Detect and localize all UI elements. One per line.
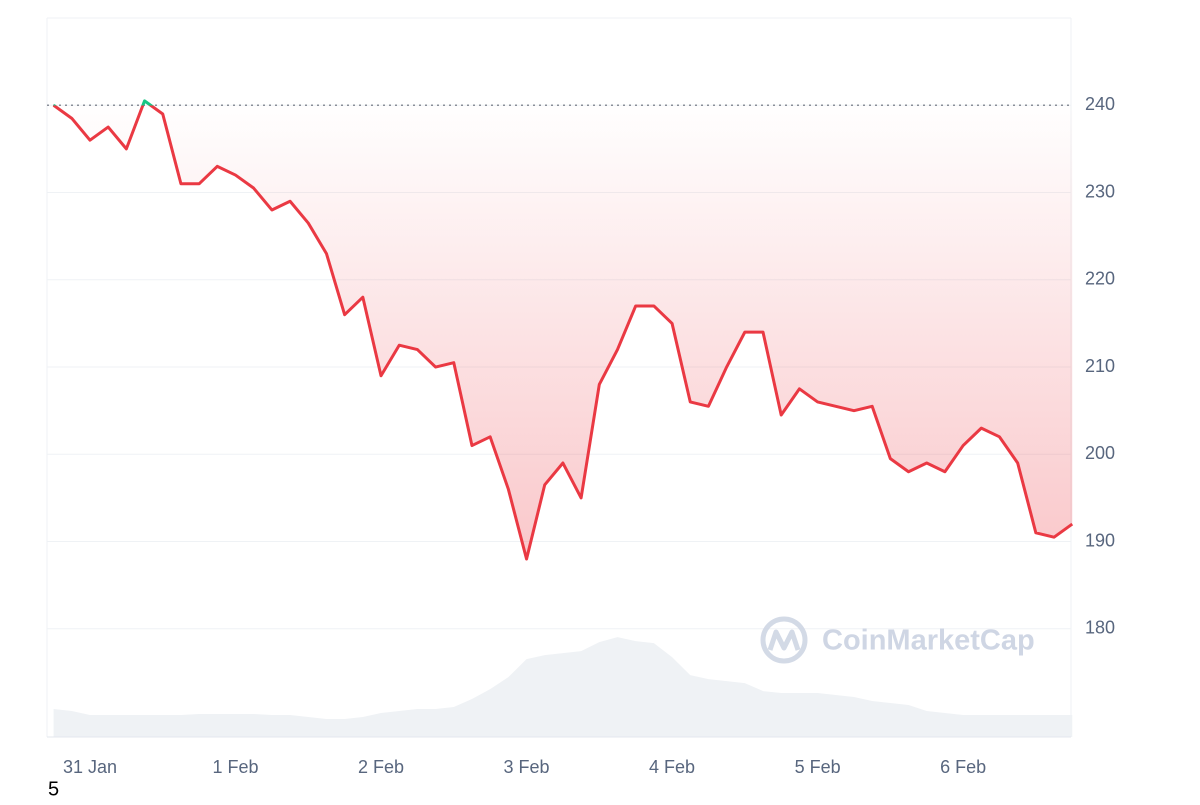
price-area <box>53 100 1073 559</box>
y-tick-label: 190 <box>1085 530 1115 550</box>
price-layer <box>47 99 1074 561</box>
watermark-logo <box>760 616 808 664</box>
footer-text: 5 <box>48 778 59 800</box>
x-tick-label: 31 Jan <box>63 757 117 777</box>
y-tick-label: 240 <box>1085 94 1115 114</box>
y-tick-label: 210 <box>1085 356 1115 376</box>
y-tick-label: 180 <box>1085 618 1115 638</box>
watermark: CoinMarketCap <box>822 625 1035 657</box>
y-tick-label: 230 <box>1085 181 1115 201</box>
volume-area <box>53 637 1073 737</box>
x-tick-label: 4 Feb <box>649 757 695 777</box>
x-tick-label: 6 Feb <box>940 757 986 777</box>
x-tick-label: 2 Feb <box>358 757 404 777</box>
price-line <box>52 99 1074 561</box>
y-tick-label: 200 <box>1085 443 1115 463</box>
x-tick-label: 1 Feb <box>212 757 258 777</box>
x-tick-label: 5 Feb <box>795 757 841 777</box>
volume-layer <box>53 637 1073 737</box>
x-tick-label: 3 Feb <box>504 757 550 777</box>
y-tick-label: 220 <box>1085 269 1115 289</box>
